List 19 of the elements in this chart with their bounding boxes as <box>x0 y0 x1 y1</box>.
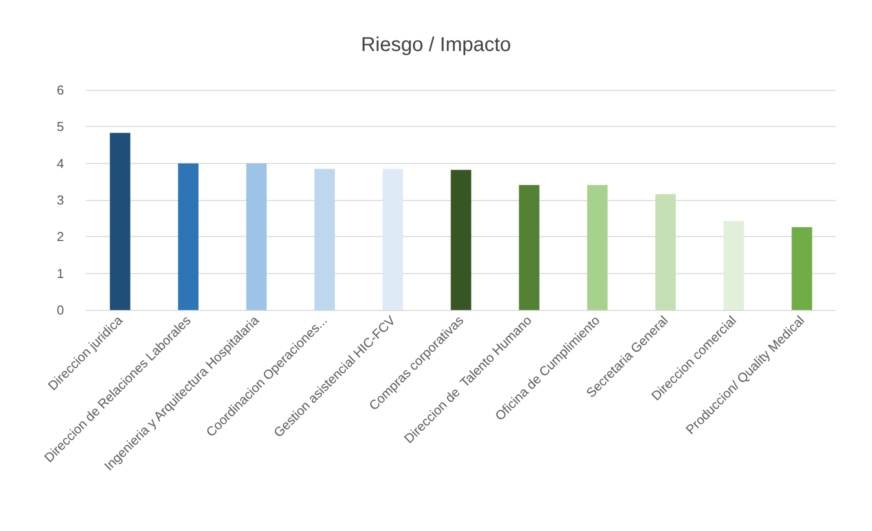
bar <box>110 132 130 310</box>
y-tick-label: 1 <box>56 266 64 281</box>
y-tick-label: 5 <box>56 119 64 134</box>
bar <box>655 194 676 310</box>
bar <box>792 227 812 310</box>
bar <box>518 184 540 310</box>
bar <box>724 220 744 310</box>
bar <box>450 170 472 310</box>
y-tick-label: 2 <box>56 229 64 244</box>
bar <box>178 163 198 310</box>
y-tick-label: 6 <box>56 82 64 98</box>
chart-title: Riesgo / Impacto <box>360 34 512 56</box>
bar <box>246 163 267 310</box>
bar <box>587 184 608 310</box>
y-tick-label: 0 <box>56 302 64 318</box>
y-tick-label: 4 <box>56 156 64 171</box>
bar <box>382 168 404 310</box>
bar <box>314 168 335 310</box>
y-tick-label: 3 <box>56 192 64 208</box>
